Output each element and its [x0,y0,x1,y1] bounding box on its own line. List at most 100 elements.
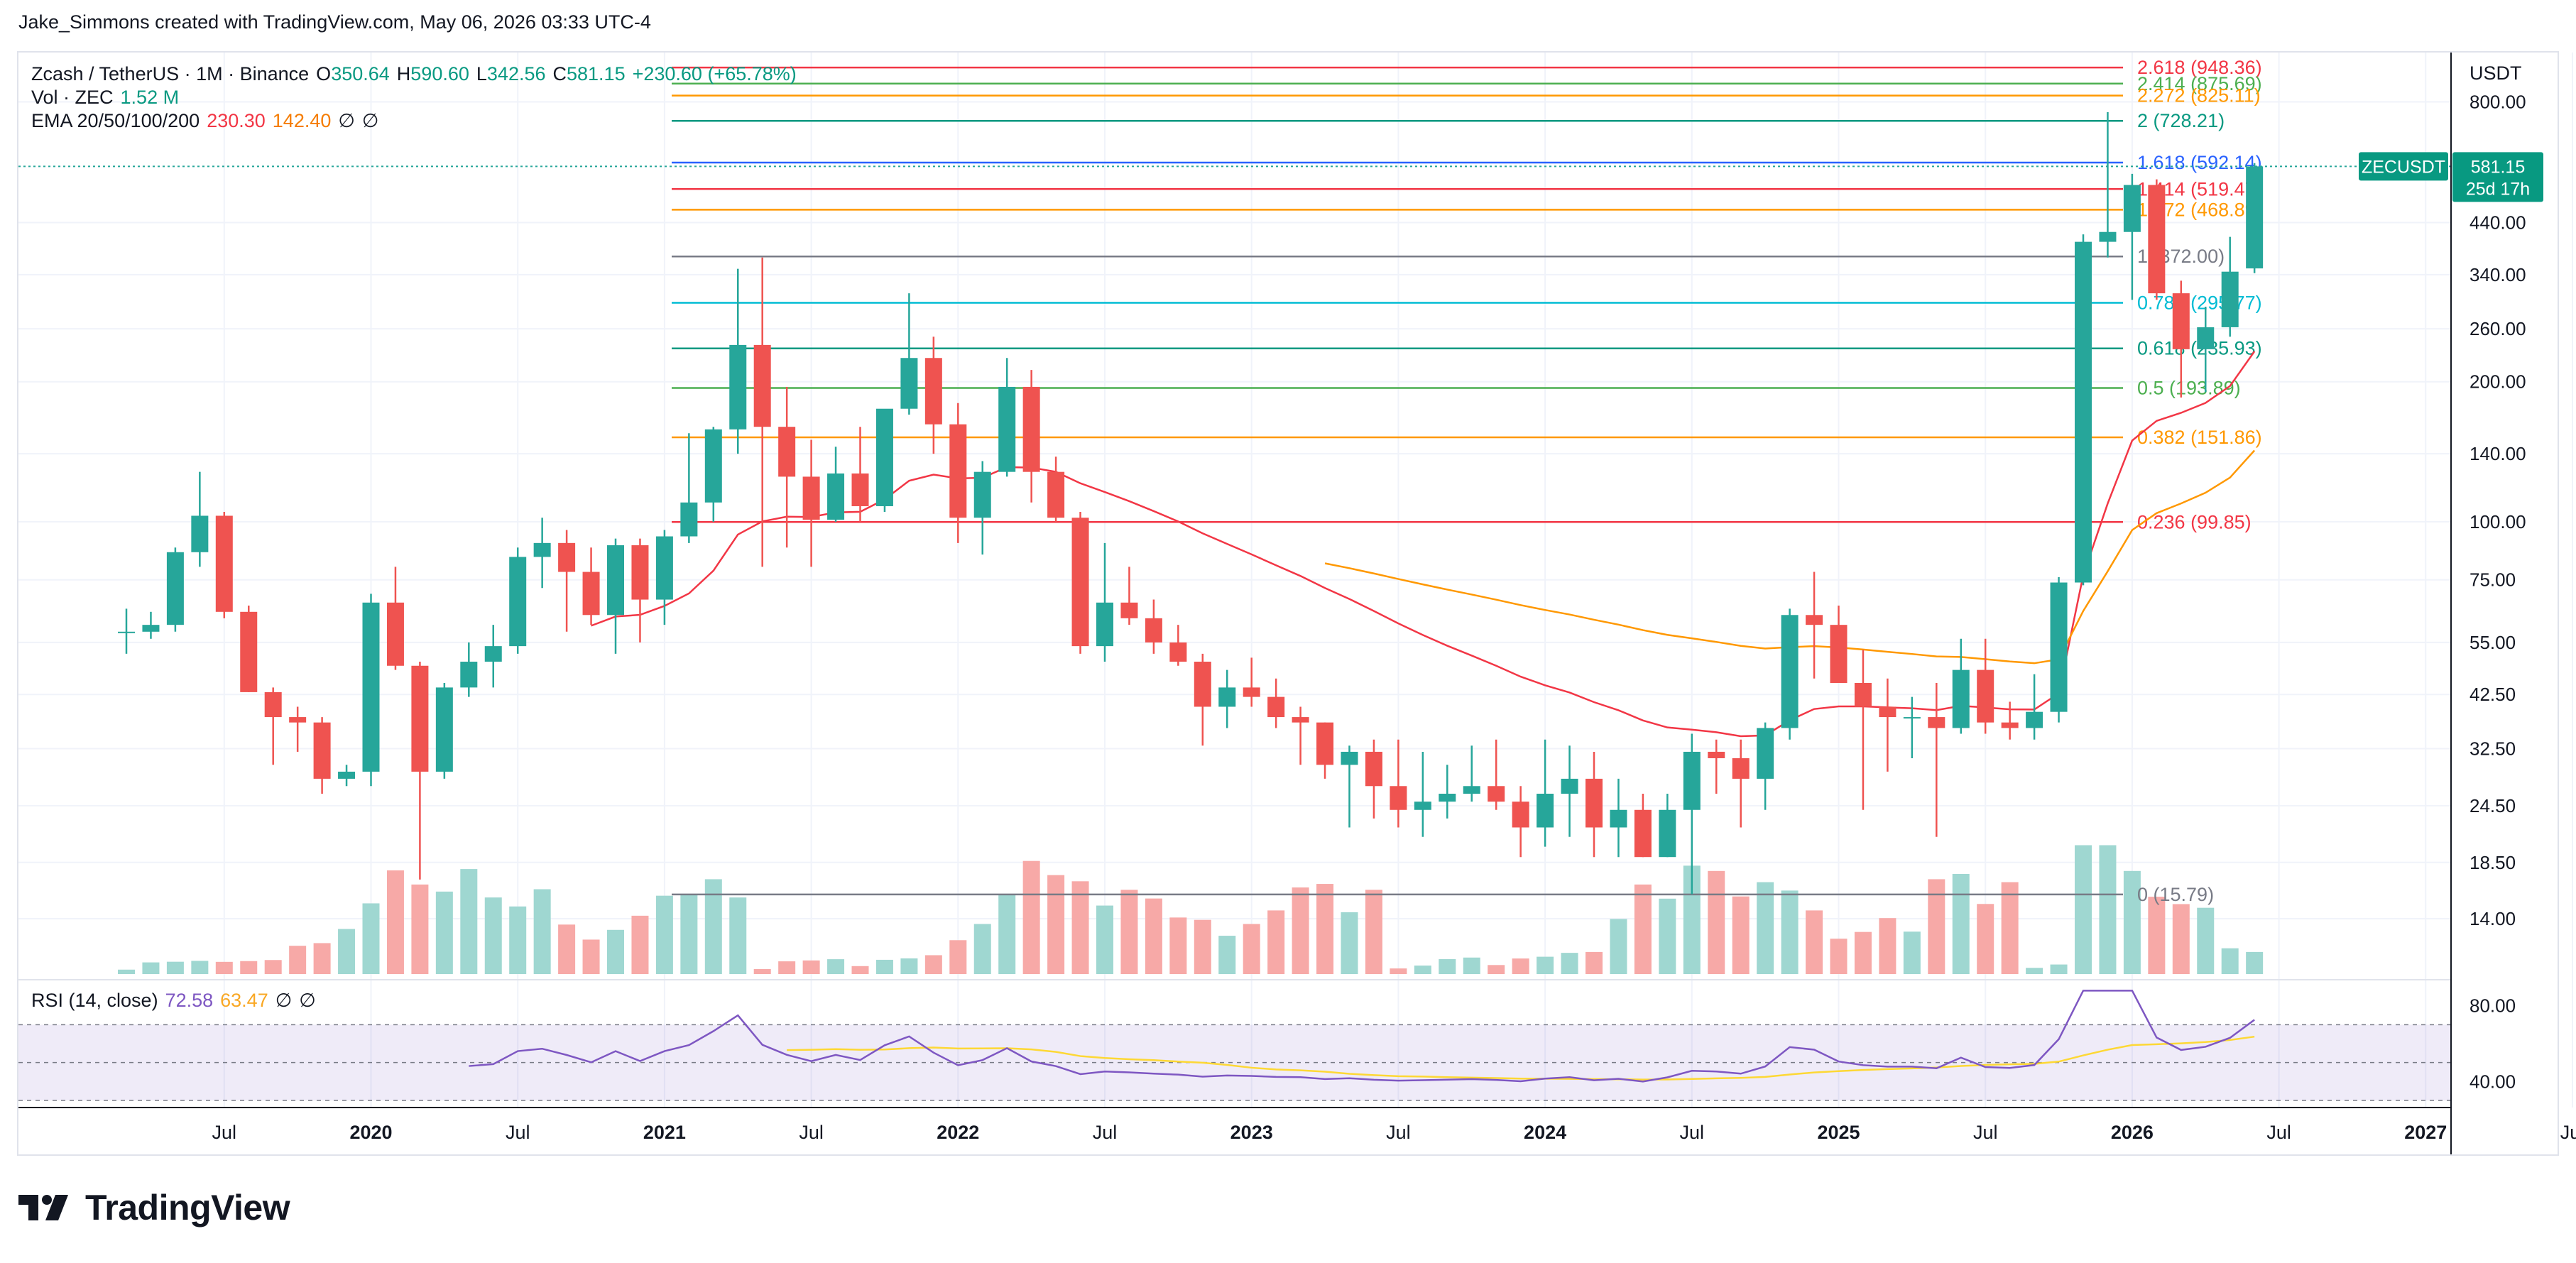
volume-label[interactable]: Vol · ZEC [31,87,114,108]
hidden-series-icon[interactable]: ∅ [275,990,293,1011]
tradingview-brand[interactable]: TradingView [18,1187,290,1228]
volume-bar [973,924,991,974]
volume-bar [655,895,673,974]
candle [2026,674,2043,740]
ohlc-change: +230.60 (+65.78%) [632,63,797,84]
volume-bar [704,879,722,974]
candle-body [240,611,258,692]
candle [1365,739,1382,819]
legend-ema-row: EMA 20/50/100/200 230.30 142.40 ∅ ∅ [31,109,797,133]
ema50-value: 142.40 [272,110,332,131]
volume-bar [2001,882,2019,974]
candle [1022,370,1040,503]
price-tick-label: 55.00 [2469,632,2516,653]
ema-label[interactable]: EMA 20/50/100/200 [31,110,200,131]
candle [509,547,527,654]
volume-bar [998,894,1016,974]
candle [778,386,796,548]
candle [2172,280,2190,398]
ohlc-open: O350.64 [316,63,390,84]
candle [435,682,453,779]
candle [118,608,135,654]
candle-body [1120,602,1138,618]
candle-body [973,471,991,518]
candle-body [875,408,893,506]
chart-legend: Zcash / TetherUS · 1M · Binance O350.64 … [31,62,797,133]
volume-bar [191,961,209,974]
symbol-title[interactable]: Zcash / TetherUS · 1M · Binance [31,63,310,84]
volume-bar [2246,951,2264,974]
candle [1854,650,1872,810]
volume-bar [2050,964,2068,974]
candle [1830,606,1848,683]
price-tick-label: 800.00 [2469,91,2526,112]
volume-bar [264,960,282,974]
candle-body [2099,231,2117,242]
price-tick-label: 14.00 [2469,908,2516,929]
price-tick-label: 42.50 [2469,684,2516,705]
candle-body [1781,615,1799,728]
candle-body [1194,662,1211,707]
volume-bars [118,845,2264,974]
candle-body [778,427,796,477]
candle-body [289,717,307,723]
volume-bar [1757,882,1774,974]
candle-body [2026,711,2043,728]
volume-bar [1928,879,1945,974]
volume-bar [1292,887,1309,974]
candle [631,538,649,643]
volume-bar [533,889,551,974]
volume-bar [778,961,796,974]
candle-body [1267,696,1285,718]
volume-bar [851,966,869,974]
volume-bar [802,960,820,974]
candle-body [2075,241,2092,583]
candle [1952,638,1970,734]
candle [1512,786,1529,858]
candle [1610,778,1627,858]
candle [680,433,698,543]
volume-bar [289,946,307,974]
candle-body [166,552,184,625]
hidden-series-icon[interactable]: ∅ [361,110,379,131]
candle [655,530,673,625]
rsi-pane [18,979,2451,1101]
volume-bar [1022,860,1040,974]
volume-bar [827,959,845,974]
candle [362,594,380,787]
volume-bar [2172,904,2190,974]
candle [1977,638,1994,734]
volume-bar [949,940,967,974]
candle [2099,112,2117,258]
time-tick-label: Jul [212,1122,237,1143]
candle-body [264,691,282,718]
candle-body [704,429,722,503]
hidden-series-icon[interactable]: ∅ [299,990,316,1011]
rsi-label[interactable]: RSI (14, close) [31,990,158,1011]
volume-bar [631,915,649,974]
candle-body [386,602,404,666]
candle-body [411,665,429,772]
candle [704,427,722,522]
candle-body [924,358,942,425]
fib-label: 0.786 (295.77) [2137,292,2262,313]
volume-bar [215,961,233,974]
candle-body [215,515,233,612]
rsi-ma-value: 63.47 [220,990,268,1011]
candle [1243,657,1260,707]
candle-body [1586,778,1603,828]
candle-body [900,358,918,409]
volume-bar [1708,870,1725,974]
currency-unit[interactable]: USDT [2469,62,2522,84]
volume-bar [1512,958,1529,974]
time-tick-label: 2026 [2111,1122,2154,1143]
volume-bar [166,961,184,974]
volume-bar [1806,910,1823,974]
candle-body [2197,327,2215,349]
candle-body [2148,185,2166,294]
rsi-line [469,990,2255,1083]
hidden-series-icon[interactable]: ∅ [338,110,355,131]
candle-body [533,542,551,557]
candle-body [1022,386,1040,472]
